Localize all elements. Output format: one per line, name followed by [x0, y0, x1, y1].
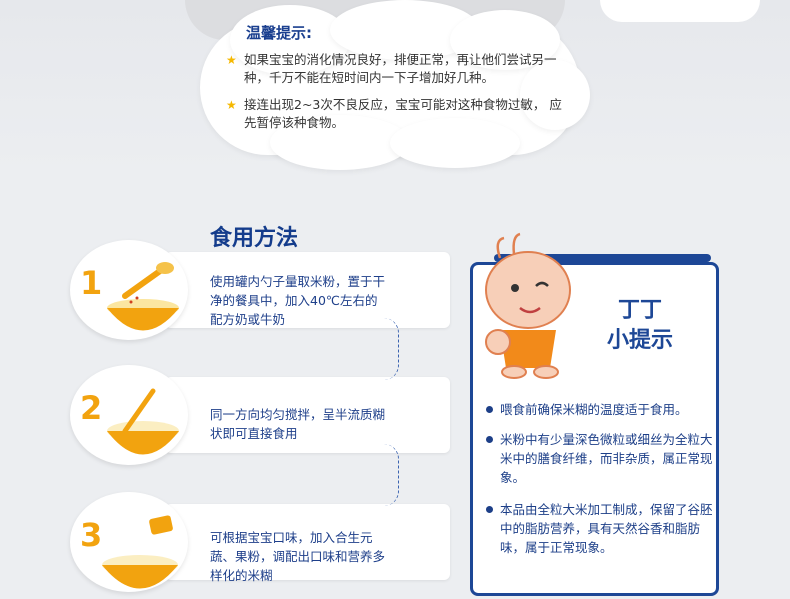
tip-item: ★ 接连出现2~3次不良反应，宝宝可能对这种食物过敏， 应先暂停该种食物。	[222, 96, 567, 132]
method-title: 食用方法	[210, 226, 299, 251]
step-text: 同一方向均匀搅拌，呈半流质糊状即可直接食用	[210, 407, 386, 441]
bowl-spoon-icon	[107, 262, 179, 331]
bowl-powder-icon	[102, 515, 178, 589]
bullet-text: 本品由全粒大米加工制成，保留了谷胚中的脂肪营养，具有天然谷香和脂肪味，属于正常现…	[500, 502, 713, 555]
star-icon: ★	[226, 53, 237, 67]
connector	[384, 444, 399, 506]
tip-text: 如果宝宝的消化情况良好，排便正常，再让他们尝试另一种，千万不能在短时间内一下子增…	[244, 52, 557, 85]
bowl-stir-icon	[107, 388, 179, 455]
step-3: 3 可根据宝宝口味，加入合生元蔬、果粉，调配出口味和营养多样化的米糊	[70, 492, 450, 592]
bullet-dot	[486, 406, 493, 413]
tip-item: ★ 如果宝宝的消化情况良好，排便正常，再让他们尝试另一种，千万不能在短时间内一下…	[222, 51, 567, 87]
panel-bullet: 喂食前确保米糊的温度适于食用。	[486, 400, 715, 419]
step-number: 3	[80, 516, 103, 554]
step-number: 1	[80, 264, 103, 302]
panel-tab	[494, 254, 711, 262]
step-card	[165, 252, 450, 328]
tips-box: 温馨提示: ★ 如果宝宝的消化情况良好，排便正常，再让他们尝试另一种，千万不能在…	[222, 22, 567, 141]
panel-title: 丁丁 小提示	[590, 296, 690, 356]
bullet-text: 米粉中有少量深色微粒或细丝为全粒大米中的膳食纤维，而非杂质，属正常现象。	[500, 432, 713, 485]
connector	[384, 318, 399, 380]
step-text: 使用罐内勺子量取米粉，置于干净的餐具中，加入40℃左右的配方奶或牛奶	[210, 274, 386, 327]
step-text: 可根据宝宝口味，加入合生元蔬、果粉，调配出口味和营养多样化的米糊	[210, 530, 386, 583]
panel-title-line2: 小提示	[606, 328, 673, 353]
step-2: 2 同一方向均匀搅拌，呈半流质糊状即可直接食用	[70, 365, 450, 465]
panel-bullet: 米粉中有少量深色微粒或细丝为全粒大米中的膳食纤维，而非杂质，属正常现象。	[486, 430, 715, 487]
cloud-decoration	[600, 0, 760, 22]
step-number: 2	[80, 389, 103, 427]
step-1: 1 使用罐内勺子量取米粉，置于干净的餐具中，加入40℃左右的配方奶或牛奶	[70, 240, 450, 340]
star-icon: ★	[226, 98, 237, 112]
panel-bullet: 本品由全粒大米加工制成，保留了谷胚中的脂肪营养，具有天然谷香和脂肪味，属于正常现…	[486, 500, 715, 557]
step-card	[165, 504, 450, 580]
tips-title: 温馨提示:	[246, 24, 312, 42]
bullet-dot	[486, 506, 493, 513]
bullet-text: 喂食前确保米糊的温度适于食用。	[500, 402, 688, 417]
tip-text: 接连出现2~3次不良反应，宝宝可能对这种食物过敏， 应先暂停该种食物。	[244, 97, 562, 130]
mascot-icon	[485, 232, 571, 379]
bullet-dot	[486, 436, 493, 443]
step-card	[165, 377, 450, 453]
panel-title-line1: 丁丁	[617, 298, 662, 323]
